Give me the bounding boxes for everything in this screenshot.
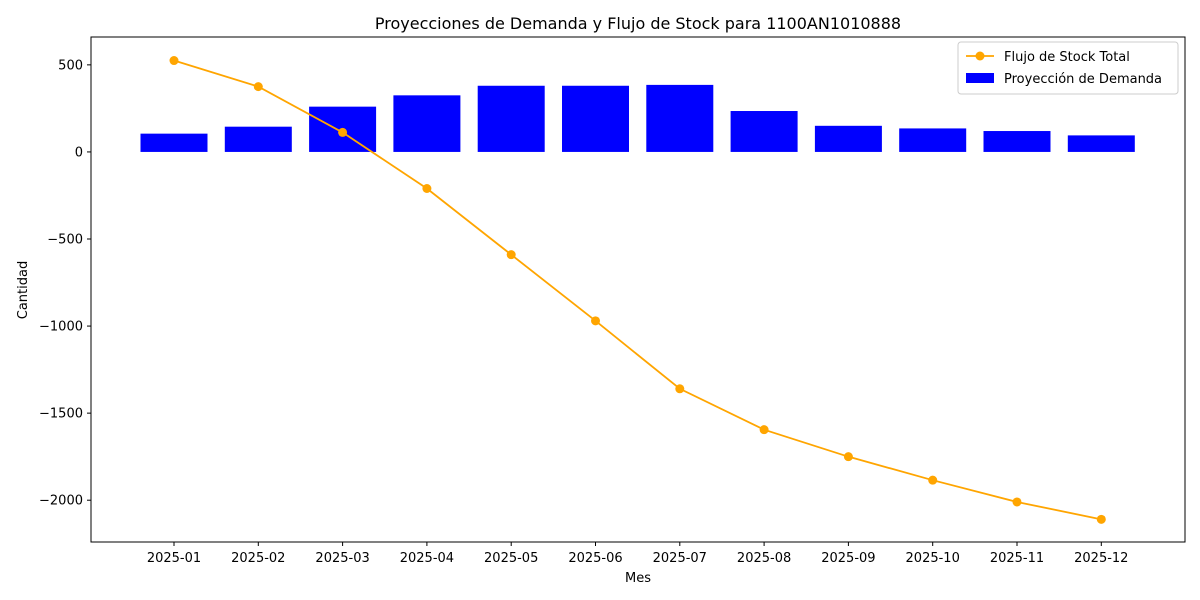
bar-2025-04: [393, 95, 461, 152]
x-tick-label: 2025-03: [315, 551, 369, 566]
bar-2025-06: [562, 85, 629, 152]
y-tick-label: 500: [58, 58, 83, 73]
legend-box: [957, 41, 1179, 95]
stock-point-2025-06: [591, 316, 600, 326]
stock-point-2025-08: [759, 425, 769, 435]
x-tick-label: 2025-10: [906, 551, 960, 566]
legend-label-stock: Flujo de Stock Total: [1004, 50, 1130, 65]
stock-point-2025-12: [1096, 514, 1106, 524]
legend-label-demand: Proyección de Demanda: [1004, 72, 1162, 87]
legend: Flujo de Stock Total Proyección de Demand…: [957, 41, 1179, 95]
stock-point-2025-07: [675, 384, 685, 394]
x-tick-label: 2025-06: [568, 551, 622, 566]
x-tick-label: 2025-12: [1074, 551, 1128, 566]
bar-2025-05: [477, 85, 545, 152]
bar-2025-11: [983, 131, 1051, 152]
stock-point-2025-01: [169, 56, 179, 66]
x-tick-label: 2025-07: [653, 551, 707, 566]
bar-2025-07: [646, 84, 714, 152]
x-tick-label: 2025-09: [821, 551, 875, 566]
stock-point-2025-05: [506, 250, 516, 260]
stock-point-2025-04: [422, 184, 432, 193]
x-tick-label: 2025-04: [400, 551, 454, 566]
bar-2025-08: [730, 111, 798, 152]
stock-point-2025-10: [928, 475, 938, 485]
y-tick-label: 0: [75, 145, 83, 160]
y-axis-label: Cantidad: [16, 261, 31, 319]
legend-bar-swatch: [966, 73, 994, 83]
y-tick-label: −500: [47, 233, 83, 248]
bar-2025-01: [140, 133, 208, 152]
y-tick-label: −1500: [39, 407, 83, 422]
plot-area: 500 0 −500 −1000 −1500 −2000 2025-01 2025-02 202…: [39, 36, 1186, 566]
stock-flow-line: [173, 59, 1102, 521]
bar-2025-02: [224, 126, 292, 152]
stock-point-2025-03: [338, 127, 348, 137]
plot-frame: [90, 36, 1186, 543]
y-tick-label: −2000: [39, 494, 83, 509]
stock-point-2025-09: [843, 452, 853, 462]
x-tick-label: 2025-08: [737, 551, 791, 566]
x-tick-label: 2025-05: [484, 551, 538, 566]
chart-title: Proyecciones de Demanda y Flujo de Stock…: [375, 14, 901, 33]
x-tick-label: 2025-02: [231, 551, 285, 566]
bar-2025-09: [814, 125, 882, 152]
stock-point-2025-02: [253, 82, 263, 92]
bar-2025-10: [899, 128, 967, 152]
x-axis-label: Mes: [625, 571, 651, 586]
legend-line-marker: [975, 51, 985, 61]
x-tick-label: 2025-11: [990, 551, 1044, 566]
bar-2025-12: [1067, 135, 1135, 152]
y-tick-label: −1000: [39, 320, 83, 335]
stock-point-2025-11: [1012, 497, 1022, 507]
x-tick-label: 2025-01: [147, 551, 201, 566]
